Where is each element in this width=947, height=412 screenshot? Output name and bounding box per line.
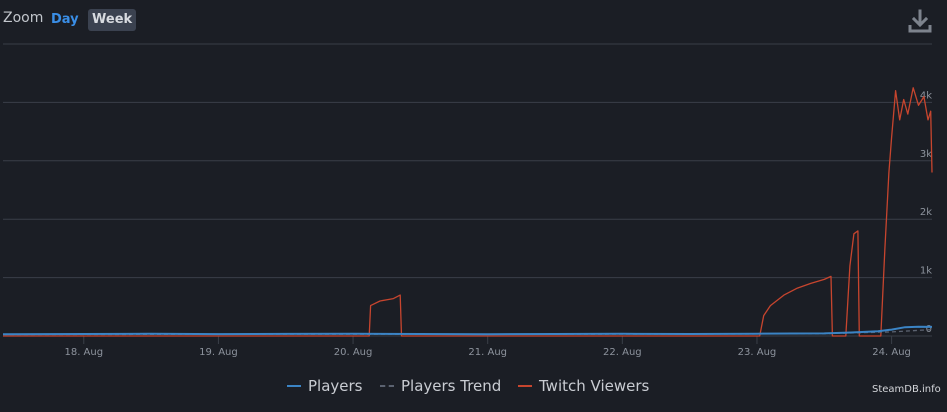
- legend-swatch-twitch-viewers: [518, 385, 532, 387]
- x-tick-label: 21. Aug: [468, 347, 507, 358]
- x-tick-label: 20. Aug: [334, 347, 373, 358]
- zoom-label: Zoom: [3, 10, 44, 26]
- legend-swatch-players: [287, 385, 301, 387]
- players-line: [2, 325, 933, 336]
- x-tick-label: 22. Aug: [603, 347, 642, 358]
- y-tick-label: 3k: [920, 149, 932, 160]
- zoom-day-button[interactable]: Day: [51, 12, 79, 27]
- y-tick-label: 1k: [920, 266, 932, 277]
- twitch-viewers-line: [3, 87, 933, 337]
- legend-label-twitch-viewers: Twitch Viewers: [539, 377, 650, 395]
- chart-toolbar: Zoom Day Week: [0, 0, 947, 40]
- x-tick-label: 24. Aug: [872, 347, 911, 358]
- legend: Players Players Trend Twitch Viewers: [0, 370, 947, 400]
- credit-text: SteamDB.info: [872, 384, 941, 395]
- download-icon[interactable]: [906, 8, 934, 34]
- zoom-week-button[interactable]: Week: [88, 9, 137, 31]
- legend-label-players-trend: Players Trend: [401, 377, 502, 395]
- x-tick-label: 18. Aug: [64, 347, 103, 358]
- legend-swatch-players-trend: [380, 385, 394, 387]
- y-tick-label: 4k: [920, 90, 932, 101]
- x-tick-label: 19. Aug: [199, 347, 238, 358]
- x-tick-label: 23. Aug: [738, 347, 777, 358]
- y-tick-label: 2k: [920, 207, 932, 218]
- legend-label-players: Players: [308, 377, 363, 395]
